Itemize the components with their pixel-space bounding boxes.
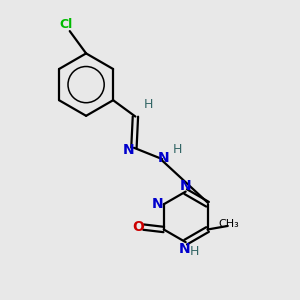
Text: H: H <box>144 98 154 111</box>
Text: Cl: Cl <box>60 18 73 31</box>
Text: N: N <box>152 196 163 211</box>
Text: N: N <box>158 151 170 165</box>
Text: CH₃: CH₃ <box>219 220 240 230</box>
Text: H: H <box>173 143 182 156</box>
Text: N: N <box>180 179 191 193</box>
Text: N: N <box>178 242 190 256</box>
Text: N: N <box>123 143 134 157</box>
Text: O: O <box>132 220 144 234</box>
Text: H: H <box>189 244 199 258</box>
